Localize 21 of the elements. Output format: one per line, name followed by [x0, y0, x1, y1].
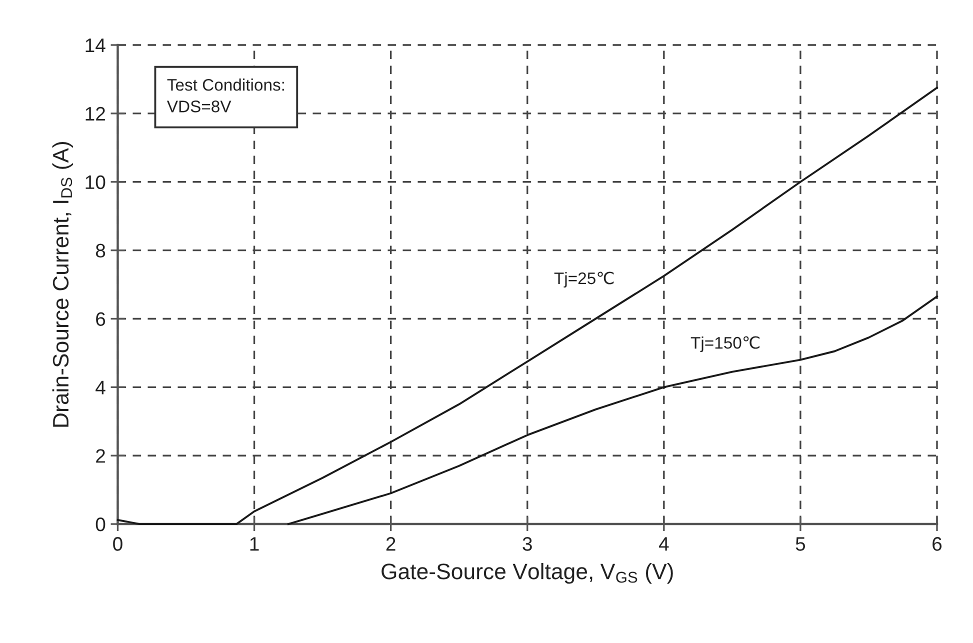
y-tick-label: 12	[86, 106, 105, 120]
y-axis-title: Drain-Source Current, I$_{DS}$ (A)	[52, 142, 74, 427]
y-tick-label: 0	[96, 518, 106, 532]
y-tick-label: 8	[96, 244, 106, 258]
x-tick-label: 5	[796, 537, 806, 551]
x-tick-label: 6	[932, 537, 942, 551]
x-axis-title: Gate-Source Voltage, V$_{GS}$ (V)	[382, 563, 673, 584]
x-tick-label: 2	[386, 537, 396, 551]
x-tick-label: 3	[522, 537, 532, 551]
line-series	[287, 296, 938, 526]
y-tick-label: 14	[86, 38, 106, 52]
series-label: Tj=150℃	[690, 336, 760, 352]
series-label: Tj=25℃	[554, 272, 614, 288]
y-tick-label: 2	[96, 449, 105, 463]
y-tick-label: 10	[86, 175, 106, 190]
x-tick-label: 1	[250, 537, 259, 551]
y-tick-label: 4	[96, 380, 106, 394]
x-tick-label: 4	[658, 537, 669, 551]
annotation: Test Conditions: VDS=8V	[166, 78, 284, 112]
x-tick-label: 0	[113, 537, 122, 551]
y-tick-label: 6	[96, 312, 106, 326]
